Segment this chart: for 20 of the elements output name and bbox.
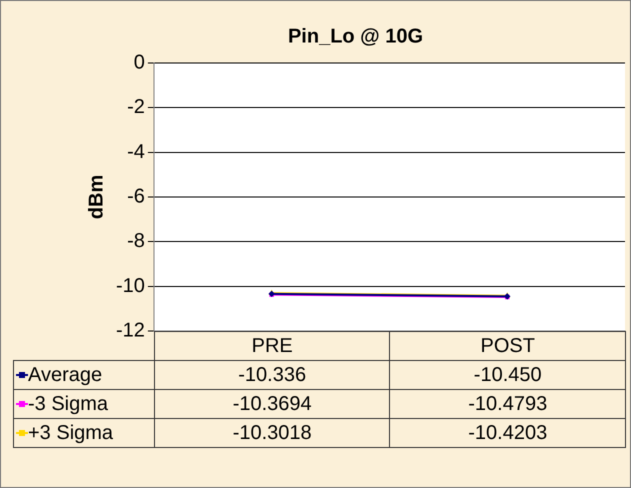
x-tick-label: PRE xyxy=(154,332,390,360)
y-tick-label: -4 xyxy=(127,140,145,163)
data-label: -10.3694 xyxy=(154,390,390,418)
chart-title: Pin_Lo @ 10G xyxy=(288,26,424,48)
legend-label: Average xyxy=(14,360,154,390)
legend-label: +3 Sigma xyxy=(14,418,154,448)
y-tick-label: -8 xyxy=(127,230,145,252)
y-axis-title: dBm xyxy=(86,174,108,220)
y-tick-label: -2 xyxy=(127,96,145,118)
y-tick-label: -6 xyxy=(127,186,145,208)
data-label: -10.3018 xyxy=(154,418,390,448)
data-label: -10.450 xyxy=(390,360,626,390)
y-tick-label: -12 xyxy=(116,320,145,342)
data-label: -10.336 xyxy=(154,360,390,390)
y-tick-label: -10 xyxy=(116,274,145,297)
x-tick-label: POST xyxy=(390,332,626,360)
legend-label: -3 Sigma xyxy=(14,390,154,418)
y-tick-label: 0 xyxy=(134,52,145,74)
data-label: -10.4203 xyxy=(390,418,626,448)
data-label: -10.4793 xyxy=(390,390,626,418)
